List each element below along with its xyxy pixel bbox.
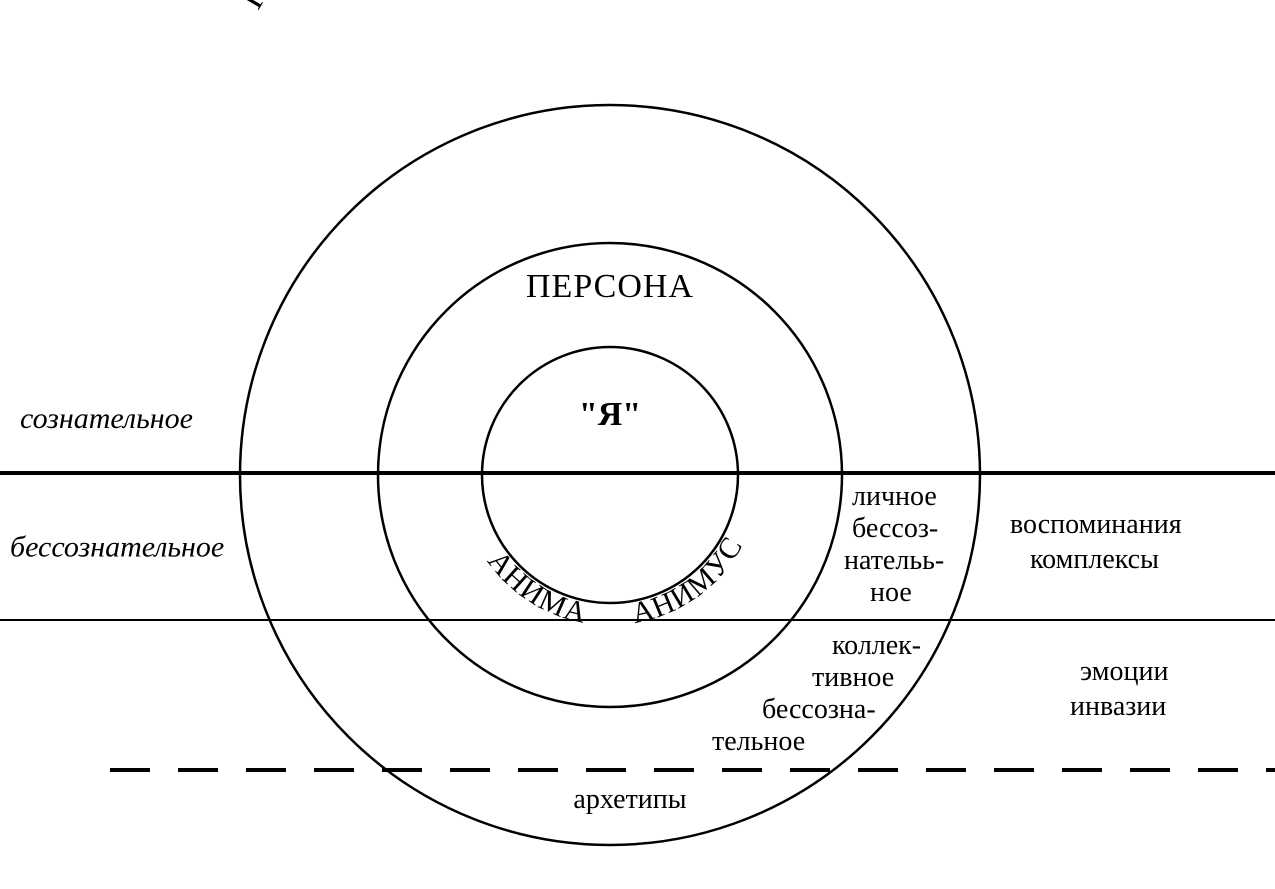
unconscious-label: бессознательное bbox=[10, 531, 224, 564]
anima-text: АНИМА bbox=[481, 545, 590, 630]
personal-unc-l2: бессоз- bbox=[852, 513, 938, 544]
ego-label: "Я" bbox=[579, 396, 641, 433]
collective-unc-l3: бессозна- bbox=[762, 694, 876, 725]
animus-label: АНИМУС bbox=[628, 531, 749, 630]
title-left: ПОЛНАЯ bbox=[233, 0, 361, 15]
personal-unc-l3: нательь- bbox=[844, 545, 944, 576]
persona-label: ПЕРСОНА bbox=[526, 268, 694, 305]
memories-label: воспоминания bbox=[1010, 509, 1182, 540]
animus-text: АНИМУС bbox=[628, 531, 749, 630]
invasions-label: инвазии bbox=[1070, 691, 1166, 722]
personal-unc-l4: ное bbox=[870, 577, 912, 608]
archetypes-label: архетипы bbox=[573, 784, 686, 815]
anima-label: АНИМА bbox=[481, 545, 590, 630]
emotions-label: эмоции bbox=[1080, 656, 1168, 687]
collective-unc-l4: тельное bbox=[712, 726, 805, 757]
collective-unc-l2: тивное bbox=[812, 662, 894, 693]
personal-unc-l1: личное bbox=[852, 481, 937, 512]
collective-unc-l1: коллек- bbox=[832, 630, 921, 661]
conscious-label: сознательное bbox=[20, 402, 193, 435]
complexes-label: комплексы bbox=[1030, 544, 1159, 575]
title-left-text: ПОЛНАЯ bbox=[233, 0, 361, 15]
psyche-diagram: ПОЛНАЯ "САМОСТЬ" ПЕРСОНА "Я" АНИМА АНИМУ… bbox=[0, 0, 1275, 889]
